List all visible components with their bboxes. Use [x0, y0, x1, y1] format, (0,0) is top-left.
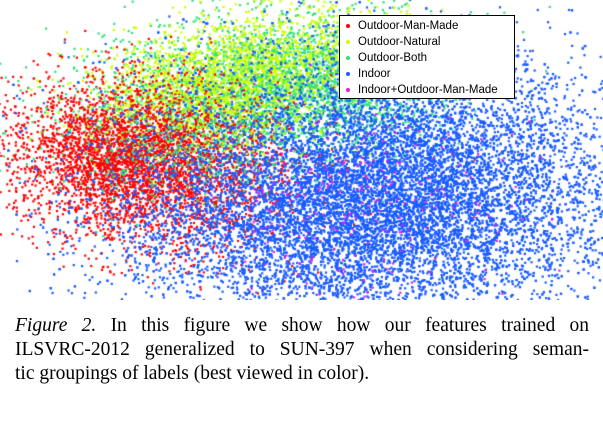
legend: Outdoor-Man-Made Outdoor-Natural Outdoor…	[339, 15, 515, 99]
figure-caption: Figure 2. In this figure we show how our…	[15, 314, 589, 386]
legend-marker	[346, 24, 350, 28]
legend-marker	[346, 56, 350, 60]
legend-label: Outdoor-Natural	[358, 36, 441, 48]
legend-label: Indoor+Outdoor-Man-Made	[358, 84, 498, 96]
legend-entry: Indoor	[346, 66, 514, 82]
legend-marker	[346, 40, 350, 44]
figure: Outdoor-Man-Made Outdoor-Natural Outdoor…	[0, 0, 603, 300]
legend-entry: Outdoor-Both	[346, 50, 514, 66]
legend-marker	[346, 88, 350, 92]
caption-line: ILSVRC-2012 generalized to SUN-397 when …	[15, 339, 589, 360]
legend-label: Indoor	[358, 68, 391, 80]
legend-label: Outdoor-Man-Made	[358, 20, 459, 32]
legend-marker	[346, 72, 350, 76]
legend-entry: Indoor+Outdoor-Man-Made	[346, 82, 514, 98]
legend-entry: Outdoor-Man-Made	[346, 18, 514, 34]
legend-entry: Outdoor-Natural	[346, 34, 514, 50]
caption-label: Figure 2.	[15, 315, 97, 336]
legend-label: Outdoor-Both	[358, 52, 428, 64]
caption-text: In this figure we show how our features …	[110, 315, 589, 336]
caption-line: tic groupings of labels (best viewed in …	[15, 363, 370, 384]
caption-line: Figure 2. In this figure we show how our…	[15, 314, 589, 338]
